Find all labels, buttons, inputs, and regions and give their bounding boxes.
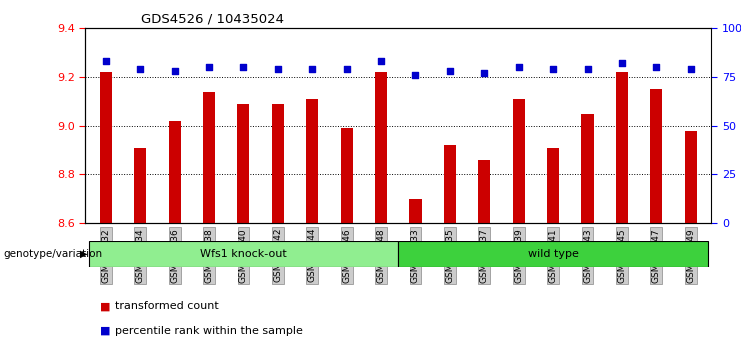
Point: [134, 67, 146, 72]
Text: ▶: ▶: [80, 249, 87, 259]
Text: ■: ■: [100, 301, 110, 311]
Bar: [203, 92, 215, 223]
Point: [616, 61, 628, 66]
Bar: [272, 104, 284, 223]
Bar: [399, 241, 708, 267]
Point: [479, 70, 491, 76]
Bar: [478, 160, 491, 223]
Point: [100, 59, 112, 64]
Bar: [685, 131, 697, 223]
Text: ■: ■: [100, 326, 110, 336]
Point: [651, 64, 662, 70]
Bar: [651, 89, 662, 223]
Point: [169, 68, 181, 74]
Text: transformed count: transformed count: [115, 301, 219, 311]
Point: [513, 64, 525, 70]
Point: [410, 72, 422, 78]
Bar: [89, 241, 399, 267]
Bar: [100, 72, 112, 223]
Bar: [513, 99, 525, 223]
Bar: [341, 128, 353, 223]
Point: [375, 59, 387, 64]
Bar: [616, 72, 628, 223]
Bar: [375, 72, 387, 223]
Text: percentile rank within the sample: percentile rank within the sample: [115, 326, 303, 336]
Bar: [410, 199, 422, 223]
Text: wild type: wild type: [528, 249, 579, 259]
Point: [547, 67, 559, 72]
Point: [582, 67, 594, 72]
Point: [272, 67, 284, 72]
Bar: [582, 114, 594, 223]
Point: [203, 64, 215, 70]
Point: [341, 67, 353, 72]
Bar: [444, 145, 456, 223]
Text: GDS4526 / 10435024: GDS4526 / 10435024: [141, 12, 284, 25]
Point: [444, 68, 456, 74]
Bar: [306, 99, 319, 223]
Point: [306, 67, 318, 72]
Bar: [169, 121, 181, 223]
Bar: [237, 104, 250, 223]
Point: [238, 64, 250, 70]
Text: Wfs1 knock-out: Wfs1 knock-out: [200, 249, 287, 259]
Bar: [134, 148, 146, 223]
Bar: [547, 148, 559, 223]
Text: genotype/variation: genotype/variation: [4, 249, 103, 259]
Point: [685, 67, 697, 72]
